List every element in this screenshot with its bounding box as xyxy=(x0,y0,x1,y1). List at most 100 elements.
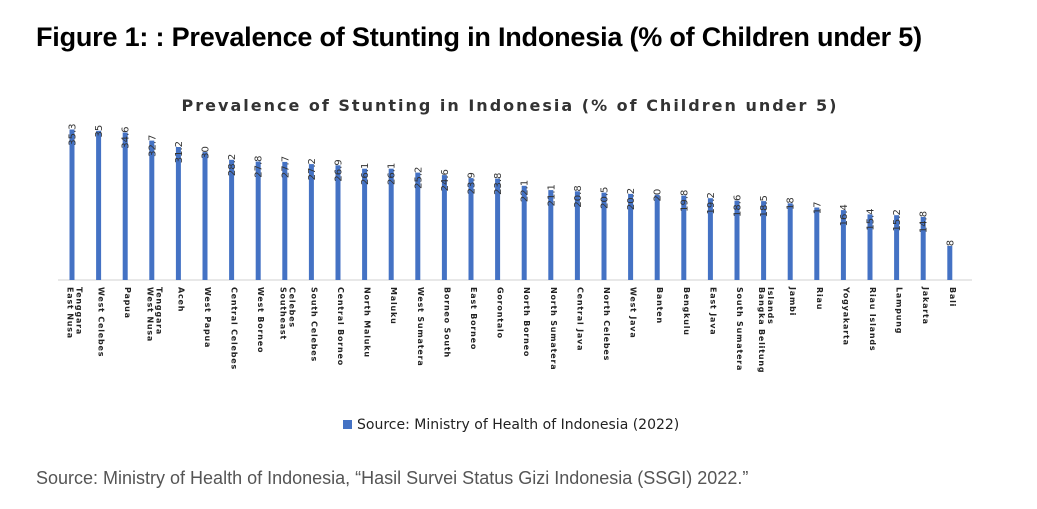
category-label: Celebes xyxy=(287,287,296,328)
bar xyxy=(149,140,155,280)
bar xyxy=(282,161,288,280)
bar xyxy=(335,165,341,280)
bar xyxy=(867,214,873,280)
bar xyxy=(601,192,607,280)
category-label: West Sumatera xyxy=(416,287,425,367)
bar xyxy=(229,159,235,280)
category-labels-group: East Nusa Tenggara West Celebes Papua West N… xyxy=(66,286,957,373)
bar-chart: Prevalence of Stunting in Indonesia (% o… xyxy=(58,96,972,433)
bar xyxy=(654,194,660,281)
value-label: 31.2 xyxy=(174,141,185,163)
value-label: 35 xyxy=(94,125,105,138)
category-label: North Maluku xyxy=(363,287,372,358)
bar xyxy=(894,215,900,280)
category-label: West Celebes xyxy=(97,287,106,357)
category-label: Central Java xyxy=(575,287,584,351)
bar xyxy=(495,178,501,280)
category-label: South Sumatera xyxy=(735,287,744,371)
legend-label: Source: Ministry of Health of Indonesia … xyxy=(357,417,679,433)
legend-swatch xyxy=(343,420,352,429)
bar xyxy=(548,190,554,280)
category-label: Central Borneo xyxy=(336,287,345,366)
value-label: 22.1 xyxy=(520,180,531,202)
value-label: 19.2 xyxy=(706,192,717,214)
value-label: 30 xyxy=(201,146,212,159)
bar xyxy=(920,216,926,280)
source-note: Source: Ministry of Health of Indonesia,… xyxy=(36,468,749,488)
category-label: Riau Islands xyxy=(868,287,877,351)
category-label: Papua xyxy=(123,287,132,319)
category-label: Yogyakarta xyxy=(841,286,850,346)
category-label: West Borneo xyxy=(256,287,265,353)
category-label: Gorontalo xyxy=(496,287,505,339)
bar xyxy=(840,210,846,280)
value-label: 28.2 xyxy=(227,154,238,176)
category-label: East Borneo xyxy=(469,287,478,350)
bar xyxy=(628,193,634,280)
bar xyxy=(96,130,102,280)
bar xyxy=(761,201,767,280)
bar xyxy=(122,132,128,280)
value-label: 19.8 xyxy=(679,190,690,212)
category-label: Borneo South xyxy=(442,287,451,358)
bar xyxy=(308,164,314,280)
category-label: Lampung xyxy=(895,287,904,334)
category-label: Maluku xyxy=(389,287,398,325)
value-label: 26.1 xyxy=(387,163,398,185)
value-label: 23.9 xyxy=(467,172,478,194)
value-label: 15.2 xyxy=(892,209,903,231)
bar xyxy=(441,175,447,280)
value-label: 18.6 xyxy=(733,195,744,217)
bar xyxy=(734,200,740,280)
category-label: Aceh xyxy=(176,287,185,312)
category-label: Tenggara xyxy=(75,287,84,335)
value-label: 20.2 xyxy=(626,188,637,210)
category-label: Islands xyxy=(766,287,775,325)
bar xyxy=(415,172,421,280)
chart-container: Prevalence of Stunting in Indonesia (% o… xyxy=(0,80,1037,450)
category-label: North Borneo xyxy=(522,287,531,357)
category-label: Tenggara xyxy=(154,287,163,335)
value-label: 20 xyxy=(653,189,664,202)
value-label: 35.3 xyxy=(68,124,79,146)
category-label: Jakarta xyxy=(921,286,930,325)
bar xyxy=(388,168,394,280)
value-label: 18 xyxy=(786,197,797,210)
bar xyxy=(468,178,474,280)
category-label: Bengkulu xyxy=(682,287,691,336)
bar xyxy=(574,191,580,280)
bar xyxy=(69,129,75,280)
value-label: 14.8 xyxy=(919,211,930,233)
value-label: 18.5 xyxy=(759,195,770,217)
bar xyxy=(255,161,261,280)
bar xyxy=(681,195,687,280)
value-labels-group: 35.3 35 34.6 32.7 31.2 30 28.2 27.8 27.7 27.2 26.9… xyxy=(68,124,957,247)
value-label: 27.2 xyxy=(307,158,318,180)
value-label: 24.6 xyxy=(440,169,451,191)
value-label: 17 xyxy=(812,202,823,215)
value-label: 8 xyxy=(945,240,956,246)
value-label: 27.7 xyxy=(280,156,291,178)
bars-group xyxy=(69,129,953,281)
category-label: North Sumatera xyxy=(549,287,558,370)
value-label: 25.2 xyxy=(413,167,424,189)
category-label: Southeast xyxy=(278,287,287,340)
category-label: Banten xyxy=(655,287,664,324)
bar xyxy=(175,147,181,280)
category-label: West Nusa xyxy=(145,287,154,342)
category-label: Bali xyxy=(948,287,957,307)
category-label: East Java xyxy=(708,287,717,335)
bar xyxy=(521,185,527,280)
value-label: 20.5 xyxy=(600,187,611,209)
category-label: Jambi xyxy=(788,286,797,316)
category-label: Central Celebes xyxy=(230,287,239,370)
bar xyxy=(707,198,713,280)
bar xyxy=(202,152,208,280)
bar xyxy=(362,168,368,280)
category-label: South Celebes xyxy=(309,287,318,362)
value-label: 27.8 xyxy=(254,156,265,178)
chart-title: Prevalence of Stunting in Indonesia (% o… xyxy=(182,96,839,115)
value-label: 21.1 xyxy=(546,184,557,206)
value-label: 16.4 xyxy=(839,204,850,226)
category-label: North Celebes xyxy=(602,287,611,361)
